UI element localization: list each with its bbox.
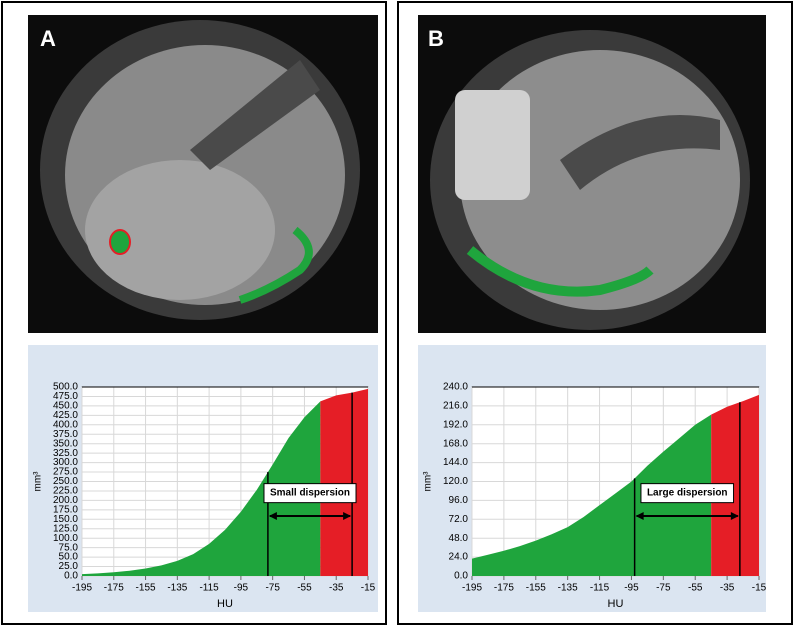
ct-image [418,15,766,333]
y-tick-label: 375.0 [53,429,78,440]
y-tick-label: 192.0 [443,419,468,430]
y-axis-label: mm³ [423,471,434,492]
x-tick-label: -135 [167,583,187,594]
y-tick-label: 275.0 [53,467,78,478]
x-tick-label: -155 [526,583,546,594]
x-tick-label: -75 [656,583,671,594]
y-axis-label: mm³ [33,471,44,492]
x-tick-label: -155 [136,583,156,594]
area [472,414,712,576]
y-tick-label: 216.0 [443,401,468,412]
x-tick-label: -195 [72,583,92,594]
y-tick-label: 144.0 [443,457,468,468]
y-tick-label: 120.0 [443,476,468,487]
y-tick-label: 0.0 [64,571,78,582]
y-tick-label: 125.0 [53,523,78,534]
x-tick-label: -175 [494,583,514,594]
x-tick-label: -35 [329,583,344,594]
annotation-label: Small dispersion [270,488,350,499]
area [711,394,759,576]
y-tick-label: 350.0 [53,438,78,449]
panel-label: B [428,26,444,51]
y-tick-label: 48.0 [449,533,469,544]
y-tick-label: 168.0 [443,438,468,449]
y-tick-label: 24.0 [449,552,469,563]
x-tick-label: -15 [752,583,767,594]
x-tick-label: -75 [265,583,280,594]
ct-image [28,15,378,333]
y-tick-label: 75.0 [59,542,79,553]
x-tick-label: -115 [590,583,610,594]
y-tick-label: 300.0 [53,457,78,468]
annotation-label: Large dispersion [647,488,728,499]
y-tick-label: 250.0 [53,476,78,487]
x-tick-label: -95 [234,583,249,594]
y-tick-label: 475.0 [53,391,78,402]
x-axis-label: HU [608,598,624,610]
annotation-box [640,483,735,504]
y-tick-label: 450.0 [53,401,78,412]
x-axis-label: HU [217,598,233,610]
y-tick-label: 175.0 [53,504,78,515]
y-tick-label: 72.0 [449,514,469,525]
x-tick-label: -35 [720,583,735,594]
x-tick-label: -95 [624,583,639,594]
y-tick-label: 100.0 [53,533,78,544]
y-tick-label: 96.0 [449,495,469,506]
area [82,401,321,576]
y-tick-label: 50.0 [59,552,79,563]
x-tick-label: -115 [199,583,219,594]
area [320,388,368,576]
y-tick-label: 240.0 [443,382,468,393]
y-tick-label: 0.0 [454,571,468,582]
x-tick-label: -195 [462,583,482,594]
y-tick-label: 425.0 [53,410,78,421]
x-tick-label: -175 [104,583,124,594]
y-tick-label: 25.0 [59,561,79,572]
panel-label: A [40,26,56,51]
y-tick-label: 150.0 [53,514,78,525]
y-tick-label: 200.0 [53,495,78,506]
y-tick-label: 400.0 [53,419,78,430]
x-tick-label: -55 [297,583,312,594]
x-tick-label: -55 [688,583,703,594]
y-tick-label: 325.0 [53,448,78,459]
y-tick-label: 225.0 [53,486,78,497]
x-tick-label: -135 [558,583,578,594]
annotation-box [263,483,357,504]
y-tick-label: 500.0 [53,382,78,393]
x-tick-label: -15 [361,583,376,594]
